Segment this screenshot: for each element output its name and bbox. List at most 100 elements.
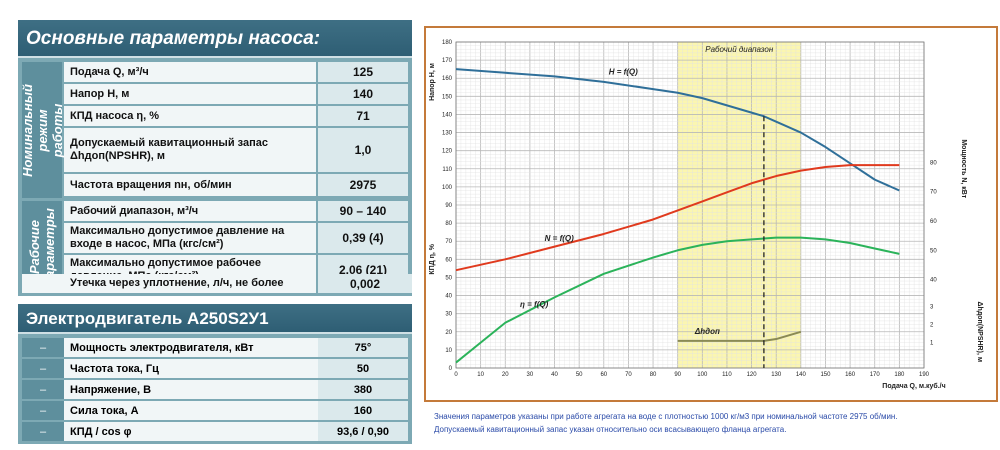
x-tick-label: 180 xyxy=(894,372,905,378)
x-tick-label: 50 xyxy=(576,372,583,378)
npsh-tick-label: 2 xyxy=(930,323,934,329)
x-tick-label: 140 xyxy=(796,372,807,378)
y-tick-label: 50 xyxy=(445,275,452,281)
row-value: 75° xyxy=(318,338,408,357)
y-axis-label-npsh: Δhдоп(NPSHR), м xyxy=(976,302,983,363)
row-label: Частота тока, Гц xyxy=(64,359,318,378)
y-tick-label: 100 xyxy=(442,185,453,191)
footnote-density: Значения параметров указаны при работе а… xyxy=(434,412,898,421)
x-axis-label: Подача Q, м.куб./ч xyxy=(882,382,945,390)
pump-table-title: Основные параметры насоса: xyxy=(18,20,412,58)
x-tick-label: 80 xyxy=(650,372,657,378)
y-tick-label: 120 xyxy=(442,149,453,155)
row-label: КПД насоса η, % xyxy=(64,106,318,126)
row-value: 125 xyxy=(318,62,408,82)
y-tick-label: 150 xyxy=(442,94,453,100)
x-tick-label: 40 xyxy=(551,372,558,378)
row-value: 380 xyxy=(318,380,408,399)
series-line-1 xyxy=(455,164,900,272)
row-label: Максимально допустимое давление на входе… xyxy=(64,223,318,253)
power-tick-label: 70 xyxy=(930,190,937,196)
power-tick-label: 60 xyxy=(930,219,937,225)
series-line-3 xyxy=(677,330,802,342)
y-tick-label: 40 xyxy=(445,294,452,300)
y-tick-label: 20 xyxy=(445,330,452,336)
x-tick-label: 90 xyxy=(674,372,681,378)
table-row: – Мощность электродвигателя, кВт 75° xyxy=(22,338,408,357)
working-range-label: Рабочий диапазон xyxy=(705,45,774,54)
y-tick-label: 130 xyxy=(442,131,453,137)
y-tick-label: 70 xyxy=(445,239,452,245)
row-label: Допускаемый кавитационный запас Δhдоп(NP… xyxy=(64,128,318,172)
x-tick-label: 0 xyxy=(454,372,458,378)
y-tick-label: 140 xyxy=(442,112,453,118)
table-row: Подача Q, м³/ч 125 xyxy=(64,62,408,82)
row-marker: – xyxy=(22,380,64,399)
pump-performance-chart: 0 10 20 30 40 50 60 70 80 90 100 110 120 130 140 150 160… xyxy=(424,26,998,402)
y-tick-label: 110 xyxy=(442,167,452,173)
y-tick-label: 0 xyxy=(449,366,453,372)
x-tick-label: 150 xyxy=(820,372,831,378)
x-tick-label: 190 xyxy=(919,372,930,378)
row-value: 71 xyxy=(318,106,408,126)
table-row: Допускаемый кавитационный запас Δhдоп(NP… xyxy=(64,128,408,172)
row-value: 0,002 xyxy=(318,274,412,293)
row-value: 93,6 / 0,90 xyxy=(318,422,408,441)
row-value: 90 – 140 xyxy=(318,201,408,221)
footnote-npsh: Допускаемый кавитационный запас указан о… xyxy=(434,425,787,434)
pump-parameters-table: Основные параметры насоса: Номинальный р… xyxy=(18,20,412,296)
row-marker: – xyxy=(22,359,64,378)
series-line-2 xyxy=(455,236,900,364)
npsh-tick-label: 3 xyxy=(930,304,934,310)
x-tick-label: 70 xyxy=(625,372,632,378)
y-axis-label-head: Напор H, м xyxy=(429,63,436,101)
y-tick-label: 90 xyxy=(445,203,452,209)
table-row: – Напряжение, В 380 xyxy=(22,380,408,399)
y-tick-label: 10 xyxy=(445,348,452,354)
table-row: КПД насоса η, % 71 xyxy=(64,106,408,126)
series-label-2: η = f(Q) xyxy=(520,300,549,309)
power-tick-label: 80 xyxy=(930,160,937,166)
y-tick-label: 170 xyxy=(442,58,453,64)
row-label: Напор H, м xyxy=(64,84,318,104)
x-tick-label: 120 xyxy=(747,372,758,378)
row-label: Частота вращения nн, об/мин xyxy=(64,174,318,196)
nominal-mode-label: Номинальный режим работы xyxy=(20,62,65,198)
row-value: 2975 xyxy=(318,174,408,196)
power-tick-label: 50 xyxy=(930,248,937,254)
table-row: – Сила тока, А 160 xyxy=(22,401,408,420)
series-label-3: Δhдоп xyxy=(694,327,720,336)
row-label: Сила тока, А xyxy=(64,401,318,420)
row-value: 1,0 xyxy=(318,128,408,172)
row-marker: – xyxy=(22,338,64,357)
y-axis-label-efficiency: КПД η, % xyxy=(429,243,436,274)
x-tick-label: 60 xyxy=(600,372,607,378)
row-value: 140 xyxy=(318,84,408,104)
table-row: – Частота тока, Гц 50 xyxy=(22,359,408,378)
y-axis-label-power: Мощность N, кВт xyxy=(960,139,967,198)
series-label-1: N = f(Q) xyxy=(545,234,574,243)
table-row: Частота вращения nн, об/мин 2975 xyxy=(64,174,408,196)
row-value: 50 xyxy=(318,359,408,378)
table-row: Напор H, м 140 xyxy=(64,84,408,104)
table-row: Утечка через уплотнение, л/ч, не более 0… xyxy=(22,274,412,293)
npsh-tick-label: 1 xyxy=(930,341,934,347)
y-tick-label: 160 xyxy=(442,76,453,82)
row-value: 160 xyxy=(318,401,408,420)
x-tick-label: 110 xyxy=(722,372,732,378)
y-tick-label: 80 xyxy=(445,221,452,227)
x-tick-label: 30 xyxy=(527,372,534,378)
plot-border xyxy=(455,41,925,369)
power-tick-label: 40 xyxy=(930,278,937,284)
table-row: Рабочий диапазон, м³/ч 90 – 140 xyxy=(64,201,408,221)
x-tick-label: 170 xyxy=(870,372,881,378)
row-marker: – xyxy=(22,422,64,441)
motor-table-title: Электродвигатель А250S2У1 xyxy=(18,304,412,334)
row-label: КПД / cos φ xyxy=(64,422,318,441)
y-tick-label: 60 xyxy=(445,257,452,263)
series-line-0 xyxy=(455,68,900,192)
row-marker: – xyxy=(22,401,64,420)
motor-table: Электродвигатель А250S2У1 – Мощность эле… xyxy=(18,304,412,444)
y-tick-label: 180 xyxy=(442,40,453,46)
y-tick-label: 30 xyxy=(445,312,452,318)
